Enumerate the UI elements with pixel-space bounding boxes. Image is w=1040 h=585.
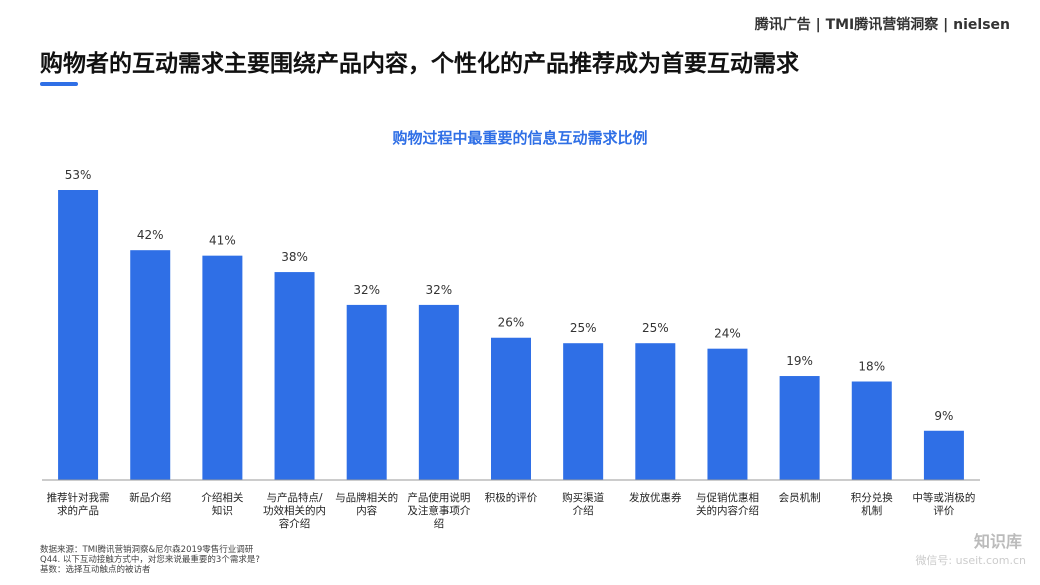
x-tick-label: 发放优惠券: [629, 492, 682, 504]
x-tick-label: 推荐针对我需 求的产品: [46, 492, 110, 517]
value-label: 19%: [786, 354, 813, 368]
bar: [707, 348, 748, 480]
x-tick-label: 介绍相关 知识: [201, 492, 244, 517]
bar: [418, 304, 459, 480]
value-label: 53%: [65, 168, 92, 182]
bar: [346, 304, 387, 480]
value-label: 25%: [570, 321, 597, 335]
bar: [923, 430, 964, 480]
x-tick-label: 与促销优惠相 关的内容介绍: [695, 492, 759, 517]
bar: [635, 343, 676, 480]
value-label: 38%: [281, 250, 308, 264]
x-tick-label: 与产品特点/ 功效相关的内 容介绍: [263, 492, 327, 530]
x-tick-label: 新品介绍: [129, 492, 172, 504]
x-tick-label: 与品牌相关的 内容: [335, 492, 399, 517]
value-label: 41%: [209, 234, 236, 248]
value-label: 24%: [714, 327, 741, 341]
notes: 数据来源：TMI腾讯营销洞察&尼尔森2019零售行业调研 Q44. 以下互动接触方…: [40, 545, 260, 575]
title: 购物者的互动需求主要围绕产品内容，个性化的产品推荐成为首要互动需求: [40, 51, 799, 77]
x-tick-label: 会员机制: [778, 492, 821, 504]
watermark-sub: 微信号: useit.com.cn: [915, 554, 1026, 567]
note: 基数：选择互动触点的被访者: [40, 565, 151, 575]
x-tick-label: 产品使用说明 及注意事项介 绍: [407, 492, 471, 530]
value-label: 25%: [642, 321, 669, 335]
value-label: 32%: [353, 283, 380, 297]
x-tick-label: 中等或消极的 评价: [912, 492, 976, 517]
bar: [274, 272, 315, 480]
bar: [779, 376, 820, 480]
brand: 腾讯广告 | TMI腾讯营销洞察 | nielsen: [754, 17, 1010, 33]
x-tick-label: 购买渠道 介绍: [562, 492, 605, 517]
note: Q44. 以下互动接触方式中，对您来说最重要的3个需求是?: [40, 555, 260, 565]
chart-title: 购物过程中最重要的信息互动需求比例: [392, 129, 648, 147]
bar: [563, 343, 604, 480]
x-tick-label: 积极的评价: [484, 492, 538, 504]
bar: [58, 190, 99, 480]
bar: [130, 250, 171, 480]
value-label: 9%: [934, 409, 953, 423]
value-label: 26%: [498, 316, 525, 330]
watermark: 知识库: [973, 532, 1022, 551]
note: 数据来源：TMI腾讯营销洞察&尼尔森2019零售行业调研: [40, 545, 254, 555]
bar: [202, 255, 243, 480]
value-label: 18%: [858, 360, 885, 374]
value-label: 32%: [426, 283, 453, 297]
x-tick-label: 积分兑换 机制: [850, 492, 893, 517]
title-underline: [40, 82, 78, 86]
bar: [851, 381, 892, 480]
value-label: 42%: [137, 228, 164, 242]
bar: [491, 337, 531, 480]
